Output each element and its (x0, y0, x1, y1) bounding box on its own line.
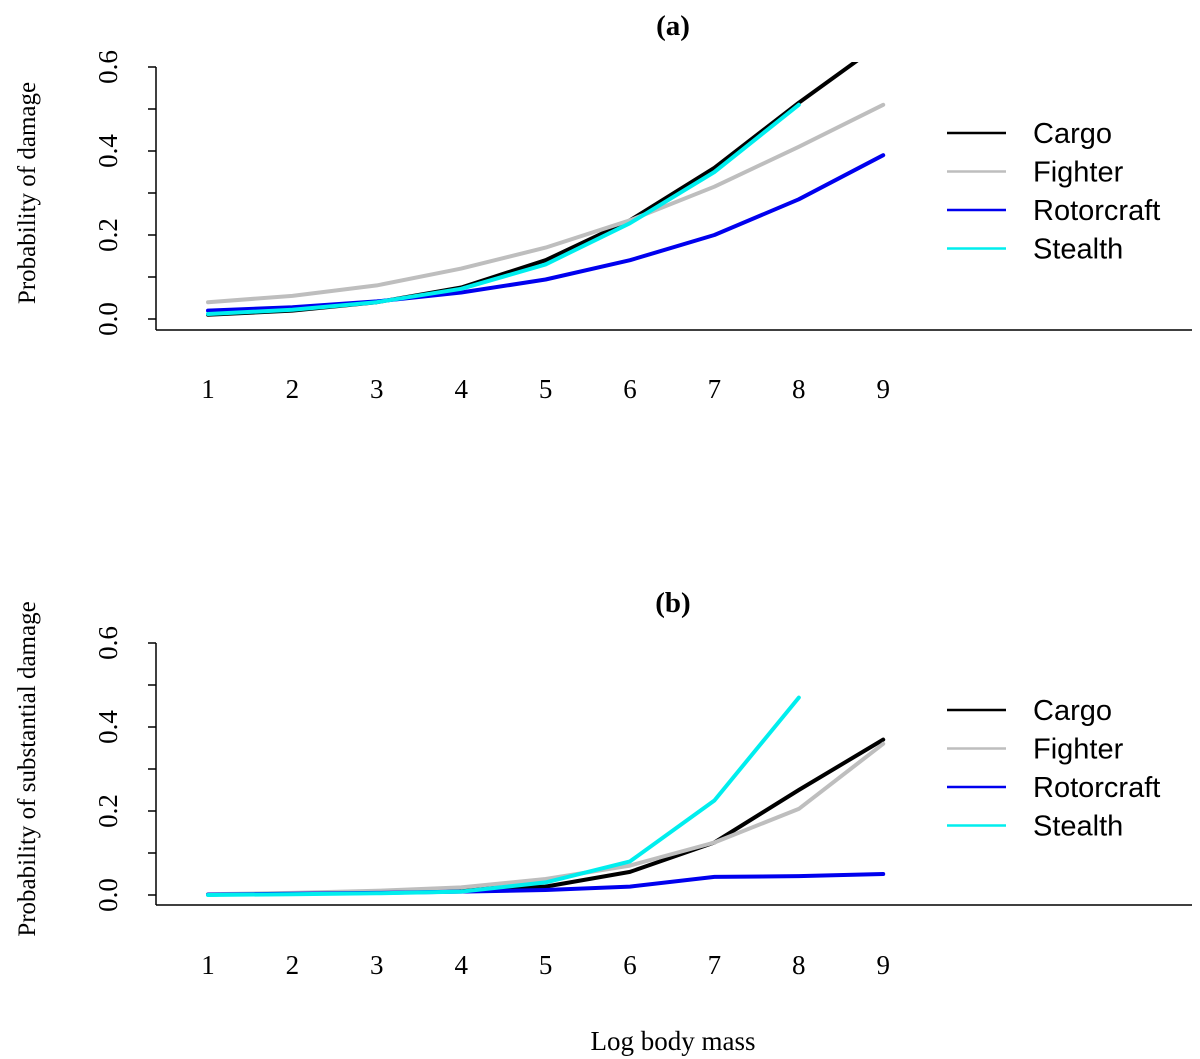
x-tick-label: 9 (876, 950, 890, 980)
y-tick-label: 0.0 (93, 878, 123, 912)
legend-label-rotorcraft: Rotorcraft (1033, 195, 1160, 227)
y-tick-label: 0.2 (93, 218, 123, 252)
x-tick-label: 5 (539, 950, 553, 980)
legend-label-fighter: Fighter (1033, 157, 1124, 189)
x-tick-label: 5 (539, 374, 553, 404)
legend: Cargo Fighter Rotorcraft Stealth (947, 118, 1160, 266)
legend-label-stealth: Stealth (1033, 811, 1123, 843)
series-line-stealth (206, 102, 801, 316)
legend-label-cargo: Cargo (1033, 695, 1112, 727)
series-line-fighter (206, 741, 886, 897)
y-axis-label: Probability of damage (14, 82, 41, 304)
y-tick-label: 0.2 (93, 794, 123, 828)
legend: Cargo Fighter Rotorcraft Stealth (947, 695, 1160, 843)
series-line-fighter (206, 102, 886, 305)
chart-title: (b) (655, 587, 690, 619)
series-group (206, 62, 886, 317)
y-tick-label: 0.6 (93, 626, 123, 660)
x-tick-label: 2 (286, 374, 300, 404)
legend-label-cargo: Cargo (1033, 118, 1112, 150)
x-tick-label: 2 (286, 950, 300, 980)
legend-label-fighter: Fighter (1033, 734, 1124, 766)
x-tick-label: 8 (792, 374, 806, 404)
y-tick-label: 0.0 (93, 302, 123, 336)
series-group (206, 695, 886, 897)
x-tick-label: 9 (876, 374, 890, 404)
x-tick-label: 6 (623, 950, 637, 980)
chart-title: (a) (656, 10, 690, 42)
x-tick-label: 3 (370, 950, 384, 980)
y-axis-label: Probability of substantial damage (14, 601, 41, 936)
x-tick-label: 1 (201, 950, 215, 980)
panel-a: (a) Probability of damage 0.0 0.2 0.4 0.6 1 2 3 4… (14, 10, 1192, 404)
legend-label-rotorcraft: Rotorcraft (1033, 772, 1160, 804)
y-tick-label: 0.4 (93, 710, 123, 744)
x-tick-label: 1 (201, 374, 215, 404)
y-tick-label: 0.4 (93, 134, 123, 168)
x-tick-label: 7 (708, 374, 722, 404)
series-line-stealth (206, 695, 801, 897)
panel-b: (b) Probability of substantial damage 0.0 0… (14, 587, 1192, 980)
x-axis-label: Log body mass (591, 1026, 756, 1056)
legend-label-stealth: Stealth (1033, 234, 1123, 266)
x-tick-label: 4 (454, 950, 468, 980)
x-tick-label: 6 (623, 374, 637, 404)
x-tick-label: 3 (370, 374, 384, 404)
y-tick-label: 0.6 (93, 50, 123, 84)
x-tick-label: 8 (792, 950, 806, 980)
series-line-cargo (206, 62, 859, 317)
x-tick-label: 7 (708, 950, 722, 980)
x-tick-label: 4 (454, 374, 468, 404)
series-line-rotorcraft (206, 153, 886, 313)
